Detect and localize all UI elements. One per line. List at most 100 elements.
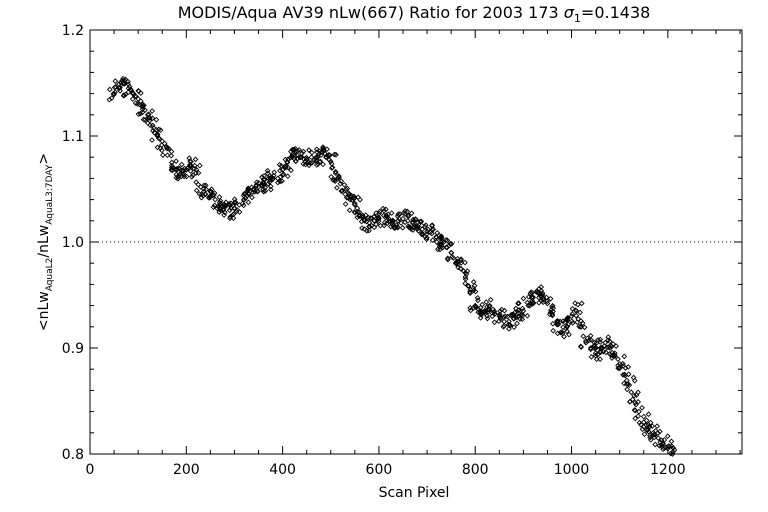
data-point-cluster	[265, 175, 272, 182]
data-point-cluster	[587, 332, 594, 339]
data-point-cluster	[195, 170, 202, 176]
data-point-cluster	[183, 166, 190, 173]
data-point-cluster	[321, 150, 328, 157]
data-point-cluster	[638, 421, 644, 428]
data-point-cluster	[640, 413, 647, 420]
data-point-cluster	[376, 208, 383, 215]
data-point-cluster	[462, 280, 469, 287]
data-point-cluster	[489, 313, 496, 320]
data-point	[669, 451, 676, 457]
y-tick-label: 1.2	[62, 23, 84, 39]
data-point-cluster	[543, 294, 550, 301]
data-point-cluster	[519, 312, 526, 319]
data-point-cluster	[232, 200, 238, 207]
data-point-cluster	[516, 307, 522, 313]
data-point-cluster	[440, 239, 447, 246]
data-point-cluster	[315, 154, 321, 160]
data-point-cluster	[437, 235, 443, 242]
data-point-cluster	[384, 220, 391, 227]
data-point-cluster	[381, 219, 388, 226]
data-point-cluster	[173, 171, 180, 178]
data-point-cluster	[515, 300, 521, 307]
data-point-cluster	[135, 111, 142, 118]
y-axis-label: <nLwAquaL2/nLwAquaL3:7DAY>	[36, 153, 55, 331]
data-point-cluster	[348, 192, 355, 199]
data-point-cluster	[505, 321, 512, 328]
chart-title-prefix: MODIS/Aqua AV39 nLw(667) Ratio for 2003 …	[178, 3, 564, 22]
data-point-cluster	[414, 225, 421, 232]
data-point-cluster	[375, 214, 382, 221]
data-point-cluster	[150, 125, 157, 131]
data-point-cluster	[487, 296, 494, 303]
data-point-cluster	[554, 330, 561, 337]
data-point-cluster	[383, 212, 390, 219]
data-point-cluster	[444, 255, 451, 262]
data-point-cluster	[418, 218, 425, 225]
data-point-cluster	[660, 446, 666, 453]
data-point-cluster	[507, 322, 514, 329]
data-point-cluster	[208, 186, 215, 193]
data-point-cluster	[313, 146, 320, 153]
data-point-cluster	[157, 145, 164, 152]
data-point-cluster	[625, 381, 632, 387]
data-point-cluster	[554, 318, 560, 325]
x-tick-label: 600	[366, 462, 393, 478]
data-point-cluster	[572, 307, 579, 313]
data-point-cluster	[635, 389, 641, 396]
data-point-cluster	[612, 353, 618, 359]
data-point-cluster	[121, 81, 128, 87]
data-point	[327, 158, 334, 165]
data-point-cluster	[139, 106, 146, 113]
data-point-cluster	[279, 178, 285, 184]
data-point-cluster	[227, 213, 234, 220]
data-point-cluster	[292, 145, 299, 152]
data-point	[404, 217, 411, 224]
data-point-cluster	[463, 271, 470, 277]
data-point-cluster	[331, 151, 338, 158]
data-point-cluster	[314, 157, 320, 163]
data-point-cluster	[578, 344, 584, 350]
data-point-cluster	[155, 135, 162, 142]
data-point-cluster	[136, 101, 143, 108]
data-point-cluster	[159, 147, 165, 154]
data-point-cluster	[382, 206, 389, 213]
data-point-cluster	[328, 173, 334, 180]
data-point-cluster	[625, 364, 632, 370]
data-point-cluster	[601, 343, 608, 349]
data-point-cluster	[457, 265, 464, 272]
data-point	[221, 209, 228, 216]
data-point-cluster	[639, 404, 645, 411]
data-point-cluster	[661, 437, 668, 443]
data-point-cluster	[473, 304, 479, 311]
data-point-cluster	[425, 226, 431, 233]
data-point-cluster	[266, 179, 273, 185]
data-point-cluster	[192, 156, 199, 163]
data-point-cluster	[133, 93, 140, 100]
data-point-cluster	[402, 219, 408, 226]
data-point-cluster	[341, 181, 348, 188]
data-point-cluster	[565, 321, 572, 328]
data-point-cluster	[491, 319, 498, 326]
data-point-cluster	[119, 80, 126, 87]
data-point	[626, 382, 633, 388]
data-point-cluster	[577, 309, 583, 316]
data-point-cluster	[565, 315, 571, 321]
data-point-cluster	[462, 269, 469, 276]
data-point-cluster	[500, 324, 507, 330]
data-point-cluster	[354, 205, 361, 212]
data-point-cluster	[617, 364, 623, 371]
data-point-cluster	[382, 214, 389, 221]
data-point-cluster	[288, 167, 294, 174]
data-point-cluster	[484, 313, 490, 319]
data-point-cluster	[651, 434, 658, 441]
data-point-cluster	[588, 337, 595, 343]
data-point-cluster	[117, 84, 123, 91]
data-point-cluster	[608, 343, 615, 350]
data-point-cluster	[242, 195, 249, 201]
data-point-cluster	[221, 204, 228, 210]
data-point-cluster	[358, 218, 365, 225]
data-point-cluster	[261, 176, 268, 183]
data-point-cluster	[175, 175, 181, 182]
data-point-cluster	[260, 176, 267, 183]
